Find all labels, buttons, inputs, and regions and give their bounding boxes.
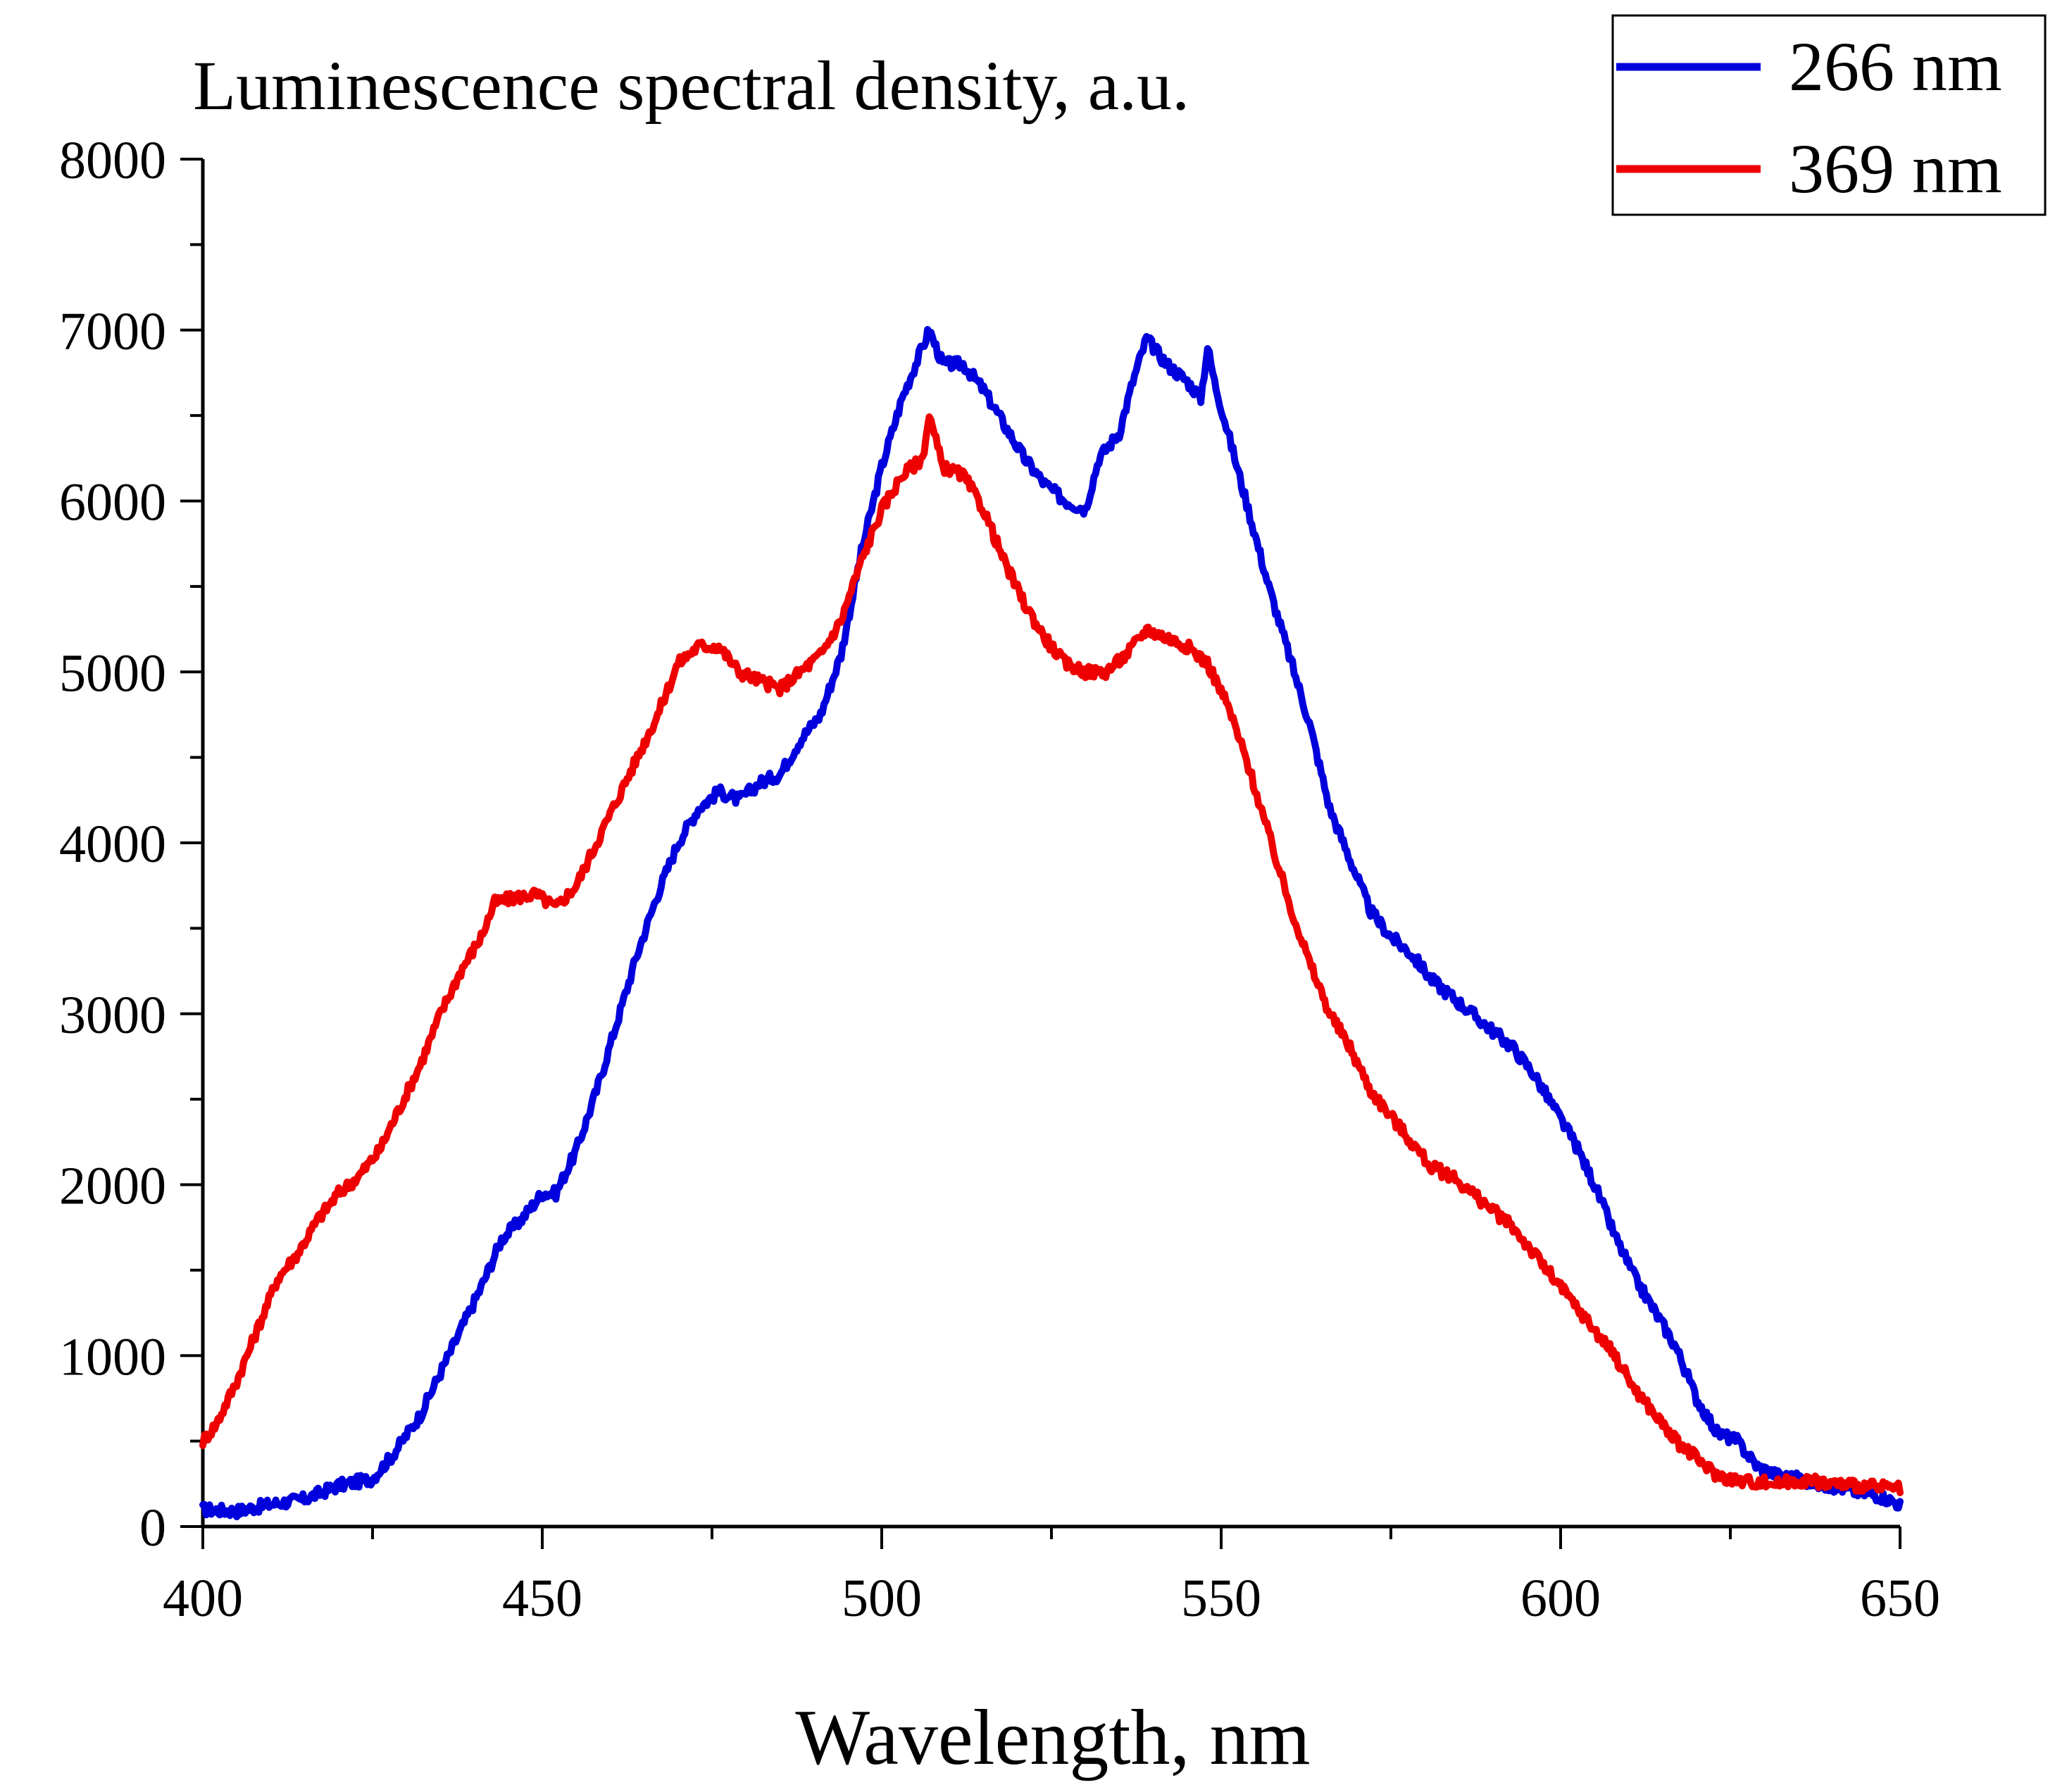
legend: 266 nm 369 nm xyxy=(1611,14,2047,216)
axes xyxy=(201,159,1900,1529)
y-tick-label: 1000 xyxy=(59,1327,166,1386)
legend-label-369: 369 nm xyxy=(1789,130,2002,208)
y-tick-label: 8000 xyxy=(59,131,166,190)
ticks: 400 450 500 550 600 650 0 1000 2000 3000 4000 5000 6… xyxy=(59,131,1940,1628)
x-tick-label: 500 xyxy=(842,1569,922,1628)
x-tick-label: 450 xyxy=(502,1569,582,1628)
legend-box xyxy=(1611,14,2047,216)
x-tick-label: 400 xyxy=(163,1569,243,1628)
y-axis-title: Luminescence spectral density, a.u. xyxy=(193,46,1189,125)
x-axis-title: Wavelength, nm xyxy=(795,1694,1310,1781)
y-tick-label: 5000 xyxy=(59,644,166,703)
y-tick-label: 2000 xyxy=(59,1157,166,1216)
series-line-266-nm xyxy=(199,326,1904,1521)
x-tick-label: 550 xyxy=(1181,1569,1261,1628)
y-tick-label: 4000 xyxy=(59,815,166,874)
y-tick-label: 3000 xyxy=(59,986,166,1045)
y-tick-label: 6000 xyxy=(59,473,166,532)
series-layer xyxy=(199,326,1904,1521)
series-line-369-nm xyxy=(199,413,1904,1496)
x-tick-label: 650 xyxy=(1860,1569,1940,1628)
x-tick-label: 600 xyxy=(1520,1569,1601,1628)
legend-label-266: 266 nm xyxy=(1789,27,2002,106)
y-tick-label: 7000 xyxy=(59,302,166,361)
y-tick-label: 0 xyxy=(139,1498,166,1558)
